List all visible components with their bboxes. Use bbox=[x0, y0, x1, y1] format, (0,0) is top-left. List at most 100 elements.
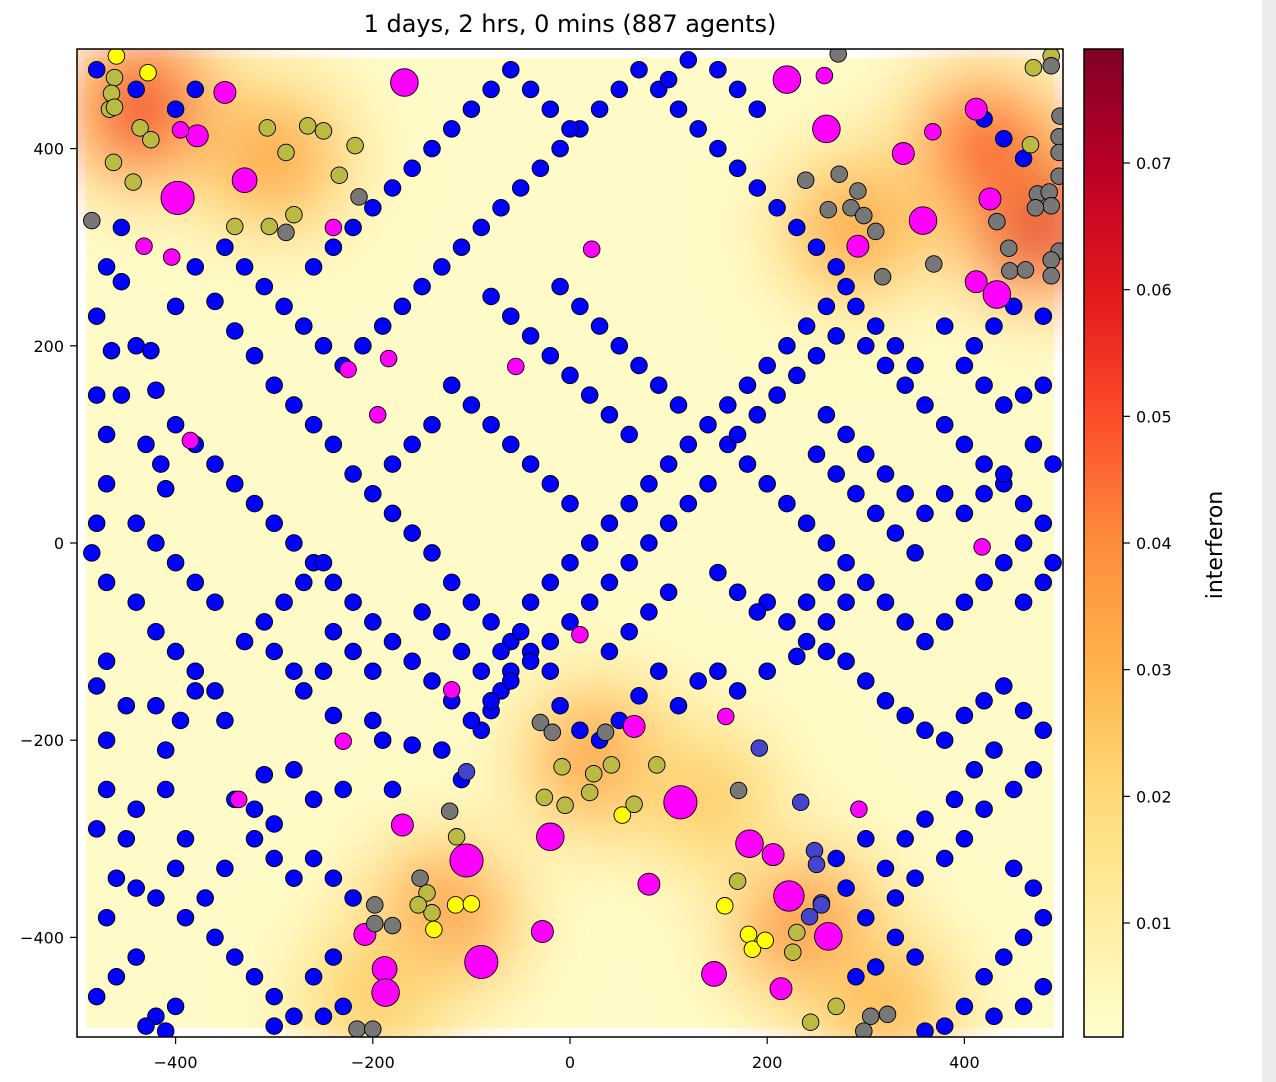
agent-point bbox=[561, 494, 579, 513]
agent-point bbox=[709, 662, 727, 680]
agent-point bbox=[837, 425, 855, 444]
agent-point bbox=[206, 455, 224, 473]
agent-point bbox=[982, 280, 1012, 309]
agent-point bbox=[176, 830, 195, 848]
agent-point bbox=[383, 780, 402, 799]
agent-point bbox=[393, 297, 412, 316]
agent-point bbox=[1034, 908, 1053, 927]
agent-point bbox=[728, 80, 747, 99]
agent-point bbox=[571, 625, 589, 644]
agent-point bbox=[1004, 297, 1023, 316]
agent-point bbox=[1034, 514, 1053, 533]
agent-point bbox=[620, 425, 638, 444]
agent-point bbox=[807, 445, 826, 464]
agent-point bbox=[235, 632, 254, 651]
agent-point bbox=[1034, 307, 1053, 325]
agent-point bbox=[324, 622, 343, 641]
agent-point bbox=[112, 218, 131, 237]
agent-point bbox=[916, 1022, 934, 1037]
agent-point bbox=[637, 872, 661, 896]
agent-point bbox=[857, 672, 875, 690]
agent-point bbox=[314, 337, 333, 355]
agent-point bbox=[600, 514, 619, 533]
agent-point bbox=[295, 682, 313, 700]
agent-point bbox=[788, 647, 806, 666]
agent-point bbox=[156, 741, 175, 759]
agent-point bbox=[112, 386, 131, 404]
agent-point bbox=[423, 139, 441, 158]
agent-point bbox=[866, 958, 885, 976]
agent-point bbox=[457, 763, 476, 781]
agent-point bbox=[462, 593, 481, 611]
agent-point bbox=[935, 849, 954, 868]
agent-point bbox=[659, 455, 678, 473]
agent-point bbox=[955, 593, 974, 611]
agent-point bbox=[837, 652, 855, 671]
agent-point bbox=[906, 544, 924, 562]
agent-point bbox=[716, 897, 734, 915]
agent-point bbox=[561, 613, 579, 631]
agent-point bbox=[403, 652, 421, 671]
agent-point bbox=[812, 896, 831, 914]
agent-point bbox=[788, 923, 806, 942]
agent-point bbox=[147, 889, 165, 907]
agent-point bbox=[413, 277, 431, 296]
agent-point bbox=[511, 179, 530, 197]
agent-point bbox=[857, 337, 875, 355]
agent-point bbox=[878, 1005, 897, 1024]
agent-point bbox=[916, 396, 934, 414]
agent-point bbox=[502, 672, 520, 690]
agent-point bbox=[866, 317, 885, 335]
agent-point bbox=[735, 829, 764, 858]
agent-point bbox=[829, 49, 847, 63]
agent-point bbox=[511, 622, 530, 641]
agent-point bbox=[602, 756, 621, 774]
agent-point bbox=[482, 80, 500, 99]
agent-point bbox=[571, 721, 589, 740]
agent-point bbox=[709, 563, 727, 582]
agent-point bbox=[112, 272, 131, 291]
agent-point bbox=[728, 872, 747, 890]
agent-point bbox=[758, 475, 776, 493]
agent-point bbox=[571, 297, 589, 316]
agent-point bbox=[924, 123, 942, 141]
agent-point bbox=[383, 916, 402, 935]
agent-point bbox=[906, 869, 924, 887]
agent-point bbox=[1024, 435, 1043, 454]
agent-point bbox=[1014, 701, 1033, 720]
agent-point bbox=[935, 484, 954, 503]
agent-point bbox=[935, 1017, 954, 1035]
agent-point bbox=[876, 356, 895, 375]
agent-point bbox=[625, 795, 643, 814]
agent-point bbox=[620, 553, 638, 572]
agent-point bbox=[383, 179, 402, 197]
agent-point bbox=[530, 920, 554, 943]
agent-point bbox=[876, 593, 895, 611]
agent-point bbox=[373, 731, 392, 749]
agent-point bbox=[995, 465, 1013, 483]
agent-point bbox=[669, 100, 688, 118]
agent-point bbox=[482, 613, 500, 631]
agent-point bbox=[855, 1022, 873, 1037]
agent-point bbox=[551, 139, 569, 158]
agent-point bbox=[330, 166, 349, 184]
agent-point bbox=[817, 613, 836, 631]
window-scrollbar-strip bbox=[1262, 0, 1276, 1082]
agent-point bbox=[590, 100, 609, 118]
agent-point bbox=[152, 455, 170, 473]
agent-point bbox=[344, 642, 362, 661]
colorbar-tick-label: 0.06 bbox=[1136, 281, 1172, 300]
agent-point bbox=[206, 682, 224, 700]
agent-points bbox=[83, 49, 1063, 1037]
agent-point bbox=[226, 322, 244, 340]
agent-point bbox=[985, 1007, 1003, 1026]
agent-point bbox=[1014, 386, 1033, 404]
agent-point bbox=[324, 706, 343, 725]
agent-point bbox=[521, 652, 540, 671]
x-tick-label: −400 bbox=[154, 1053, 198, 1072]
agent-point bbox=[935, 415, 954, 434]
agent-point bbox=[590, 317, 609, 335]
agent-point bbox=[265, 514, 283, 533]
agent-point bbox=[366, 896, 384, 914]
agent-point bbox=[679, 435, 698, 454]
